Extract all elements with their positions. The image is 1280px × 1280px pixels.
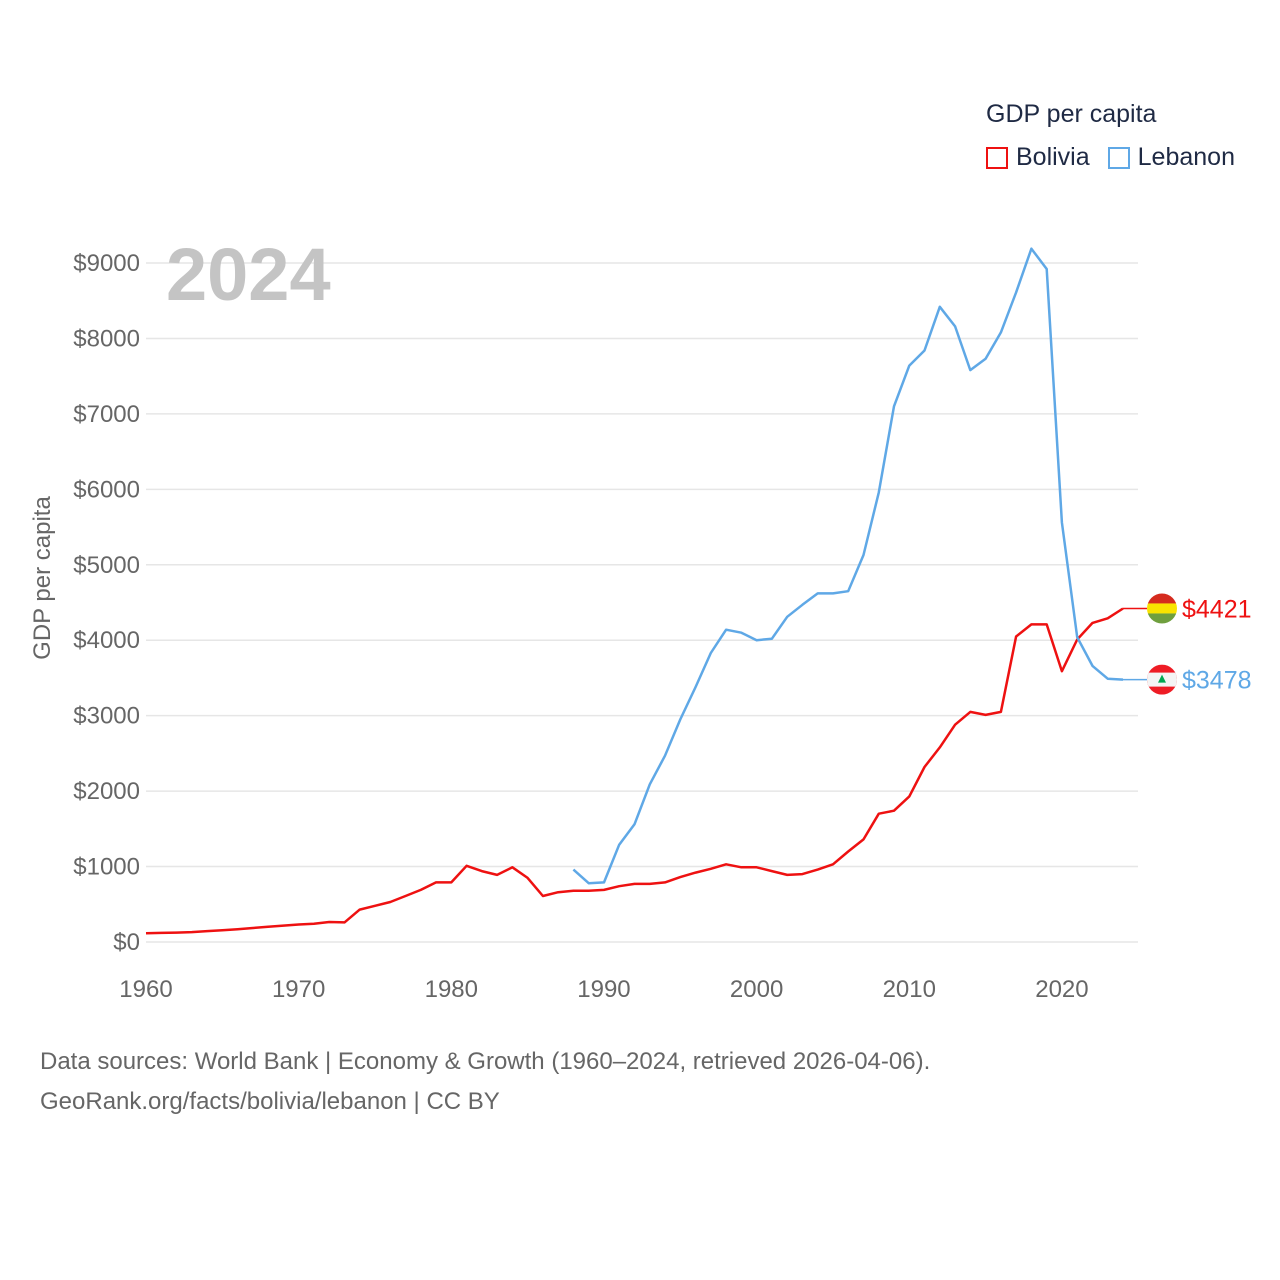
legend-swatch-lebanon bbox=[1107, 146, 1130, 169]
y-tick-label: $8000 bbox=[73, 325, 140, 352]
x-tick-label: 1960 bbox=[119, 976, 172, 1003]
y-tick-label: $6000 bbox=[73, 476, 140, 503]
y-tick-label: $9000 bbox=[73, 250, 140, 277]
series-line-bolivia bbox=[145, 607, 1124, 935]
series-line-lebanon bbox=[572, 247, 1124, 885]
legend-swatch-bolivia bbox=[986, 146, 1008, 169]
legend-item-bolivia[interactable]: Bolivia bbox=[986, 143, 1090, 172]
y-tick-label: $5000 bbox=[73, 552, 140, 579]
x-axis-ticks: 1960 1970 1980 1990 2000 2010 2020 bbox=[119, 976, 1088, 1003]
series-lines bbox=[145, 247, 1124, 935]
end-value-label-lebanon: $3478 bbox=[1182, 667, 1252, 695]
y-tick-label: $7000 bbox=[73, 401, 140, 428]
bolivia-flag-icon bbox=[1147, 593, 1177, 624]
y-tick-label: $3000 bbox=[73, 703, 140, 730]
end-value-label-bolivia: $4421 bbox=[1182, 595, 1252, 623]
series-end-markers: $4421 $3478 bbox=[1123, 593, 1252, 695]
attribution-line: GeoRank.org/facts/bolivia/lebanon | CC B… bbox=[40, 1088, 500, 1115]
legend-label-lebanon: Lebanon bbox=[1137, 143, 1235, 171]
x-tick-label: 1970 bbox=[272, 976, 325, 1003]
source-line: Data sources: World Bank | Economy & Gro… bbox=[40, 1048, 931, 1075]
y-tick-label: $2000 bbox=[73, 778, 140, 805]
year-watermark: 2024 bbox=[166, 233, 331, 316]
legend: Bolivia Lebanon bbox=[986, 143, 1253, 172]
x-tick-label: 2020 bbox=[1035, 976, 1088, 1003]
lebanon-flag-icon bbox=[1147, 664, 1177, 695]
x-tick-label: 1980 bbox=[425, 976, 478, 1003]
x-tick-label: 1990 bbox=[577, 976, 630, 1003]
legend-item-lebanon[interactable]: Lebanon bbox=[1107, 143, 1235, 172]
legend-title: GDP per capita bbox=[986, 100, 1157, 128]
y-axis-ticks: $0 $1000 $2000 $3000 $4000 $5000 $6000 $7000 $80… bbox=[73, 250, 140, 956]
gridlines bbox=[146, 262, 1138, 943]
legend-label-bolivia: Bolivia bbox=[1016, 143, 1090, 171]
x-tick-label: 2010 bbox=[883, 976, 936, 1003]
data-source-note: Data sources: World Bank | Economy & Gro… bbox=[40, 1042, 930, 1122]
y-tick-label: $0 bbox=[113, 929, 140, 956]
y-axis-label: GDP per capita bbox=[29, 496, 56, 660]
x-tick-label: 2000 bbox=[730, 976, 783, 1003]
y-tick-label: $1000 bbox=[73, 854, 140, 881]
y-tick-label: $4000 bbox=[73, 627, 140, 654]
